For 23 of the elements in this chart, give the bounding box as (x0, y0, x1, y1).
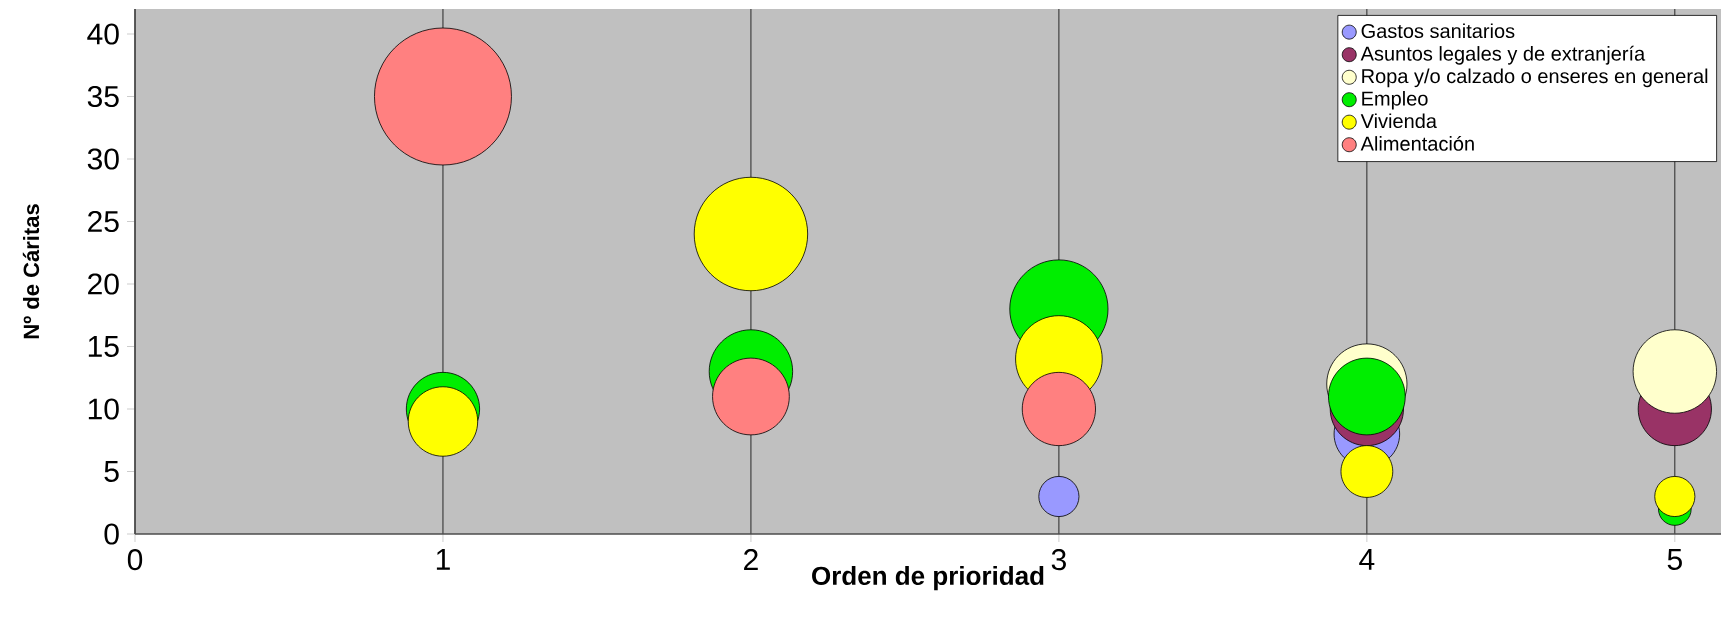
y-tick-label: 5 (104, 461, 119, 482)
legend-label: Vivienda (1360, 113, 1437, 129)
x-tick-label: 2 (744, 549, 758, 570)
legend-label: Gastos sanitarios (1361, 23, 1515, 39)
x-tick-label: 3 (1051, 549, 1066, 571)
legend-label: Empleo (1362, 90, 1428, 110)
y-tick-label: 10 (88, 398, 119, 420)
y-tick-label: 25 (88, 210, 119, 233)
y-tick-label: 30 (87, 148, 119, 170)
x-tick-label: 5 (1667, 549, 1682, 570)
x-tick-label: 0 (127, 549, 143, 571)
y-tick-label: 15 (88, 336, 119, 357)
x-axis-title: Orden de prioridad (812, 565, 1044, 591)
legend-label: Ropa y/o calzado o enseres en general (1362, 68, 1708, 88)
legend-label: Alimentación (1360, 135, 1474, 151)
y-tick-label: 35 (87, 85, 119, 108)
y-tick-label: 20 (88, 273, 119, 295)
y-axis-title: Nº de Cáritas (22, 204, 40, 339)
x-tick-label: 4 (1359, 549, 1375, 570)
x-tick-label: 1 (436, 549, 450, 570)
legend-label: Asuntos legales y de extranjería (1360, 45, 1646, 65)
y-tick-label: 0 (104, 523, 119, 545)
y-tick-label: 40 (87, 23, 119, 45)
